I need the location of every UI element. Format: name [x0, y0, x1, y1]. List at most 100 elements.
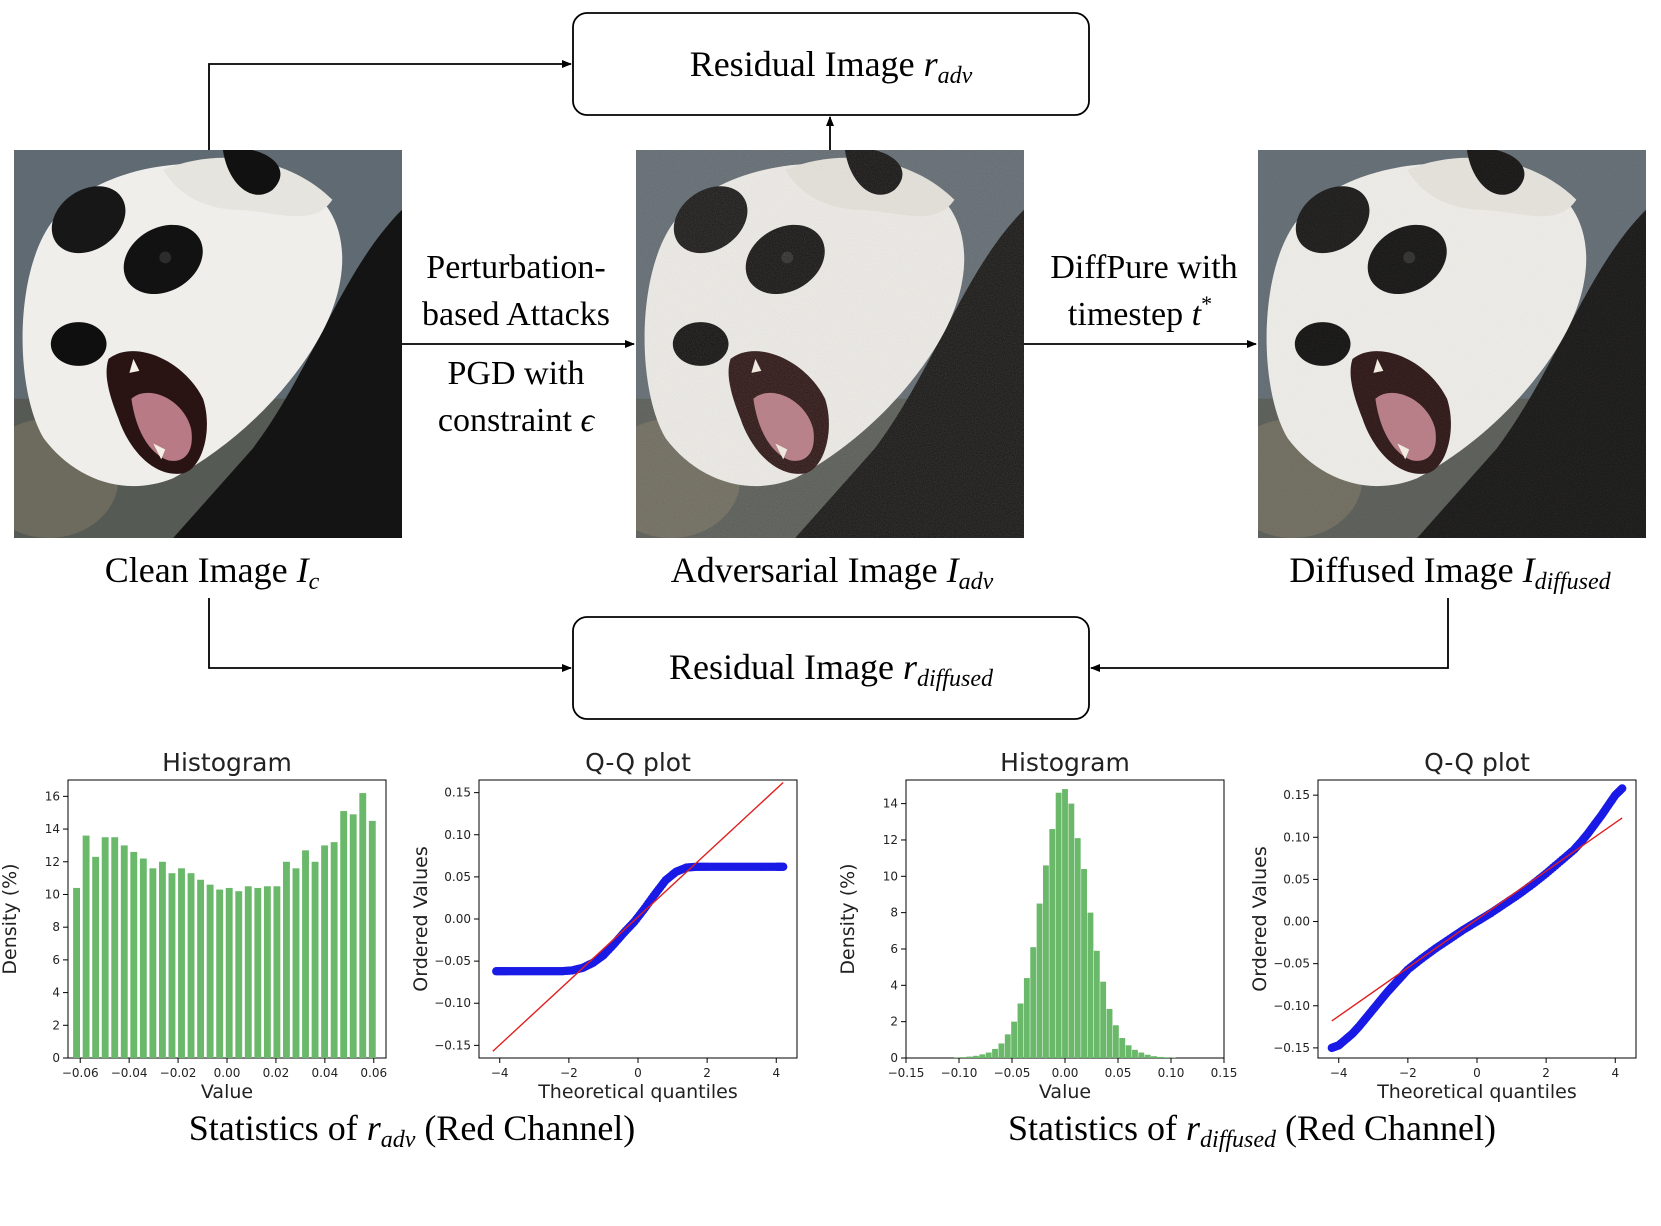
histogram-bar: [1107, 1009, 1113, 1058]
x-tick-label: −0.05: [994, 1066, 1031, 1080]
diffused-image-caption: Diffused Image Idiffused: [1289, 550, 1611, 595]
y-tick-label: −0.05: [1273, 957, 1310, 971]
histogram-bar: [1024, 978, 1030, 1058]
y-tick-label: −0.10: [1273, 999, 1310, 1013]
clean-image: [0, 148, 402, 538]
epsilon-symbol: ϵ: [580, 402, 595, 439]
histogram-bar: [1138, 1053, 1144, 1058]
x-tick-label: 0.04: [311, 1066, 338, 1080]
chart-title: Q-Q plot: [1424, 748, 1530, 777]
svg-text:constraint ϵ: constraint ϵ: [438, 402, 596, 439]
y-tick-label: 16: [45, 789, 60, 803]
y-axis-label: Ordered Values: [1249, 846, 1271, 991]
histogram-bar: [992, 1049, 998, 1058]
stats-diffused-prefix: Statistics of: [1008, 1108, 1186, 1148]
stats-adv-symbol: r: [367, 1108, 382, 1148]
histogram-bar: [273, 886, 280, 1058]
stats-diffused-suffix: (Red Channel): [1276, 1108, 1496, 1148]
histogram-bar: [149, 868, 156, 1058]
x-tick-label: −0.10: [941, 1066, 978, 1080]
x-tick-label: −0.04: [111, 1066, 148, 1080]
stats-adv-prefix: Statistics of: [189, 1108, 367, 1148]
stats-caption-adv: Statistics of radv (Red Channel): [189, 1108, 636, 1153]
y-tick-label: 4: [52, 986, 60, 1000]
histogram-bar: [1132, 1050, 1138, 1058]
y-tick-label: 0.05: [444, 870, 471, 884]
x-axis-label: Value: [201, 1081, 253, 1103]
x-tick-label: 0.06: [360, 1066, 387, 1080]
y-tick-label: 0: [890, 1051, 898, 1065]
y-tick-label: 0.00: [444, 912, 471, 926]
x-axis-label: Value: [1039, 1081, 1091, 1103]
y-tick-label: 0.00: [1283, 915, 1310, 929]
histogram-bar: [1126, 1045, 1132, 1058]
histogram-bar: [264, 886, 271, 1058]
histogram-bar: [245, 886, 252, 1058]
x-tick-label: 0.02: [263, 1066, 290, 1080]
histogram-bar: [1145, 1055, 1151, 1058]
residual-diffused-subscript: diffused: [917, 666, 994, 692]
y-tick-label: 6: [52, 953, 60, 967]
y-tick-label: 12: [883, 833, 898, 847]
attack-label-line3: PGD with: [448, 355, 585, 392]
x-tick-label: 2: [1542, 1066, 1550, 1080]
histogram-bar: [359, 793, 366, 1058]
y-tick-label: 0.10: [444, 828, 471, 842]
chart-title: Histogram: [1000, 748, 1130, 777]
histogram-bar: [83, 836, 90, 1058]
histogram-bar: [998, 1043, 1004, 1058]
x-tick-label: 0: [1473, 1066, 1481, 1080]
adv-caption-subscript: adv: [959, 569, 994, 595]
x-tick-label: 4: [1611, 1066, 1619, 1080]
residual-diffused-label: Residual Image: [669, 647, 903, 687]
histogram-bar: [226, 888, 233, 1058]
adv-caption-label: Adversarial Image: [671, 550, 947, 590]
histogram-bar: [321, 845, 328, 1058]
histogram-bar: [960, 1057, 966, 1058]
y-tick-label: −0.10: [434, 996, 471, 1010]
x-axis-label: Theoretical quantiles: [537, 1081, 738, 1103]
histogram-bar: [197, 880, 204, 1058]
y-tick-label: 4: [890, 978, 898, 992]
arrow-diffused-to-residual-diffused: [1091, 598, 1448, 668]
y-axis-label: Density (%): [0, 863, 21, 974]
x-tick-label: 2: [703, 1066, 711, 1080]
histogram-bar: [1062, 789, 1068, 1058]
histogram-bar: [293, 868, 300, 1058]
histogram-bar: [1151, 1056, 1157, 1058]
histogram-bar: [207, 885, 214, 1058]
histogram-bar: [1005, 1034, 1011, 1058]
histogram-bar: [1056, 793, 1062, 1058]
stats-adv-subscript: adv: [381, 1127, 416, 1153]
y-axis-label: Ordered Values: [410, 846, 432, 991]
y-tick-label: −0.15: [1273, 1041, 1310, 1055]
histogram-bar: [1068, 804, 1074, 1058]
histogram-bar: [102, 837, 109, 1058]
histogram-bar: [312, 862, 319, 1058]
y-tick-label: 0.15: [444, 786, 471, 800]
svg-text:timestep t*: timestep t*: [1068, 291, 1212, 333]
svg-text:Residual Image radv: Residual Image radv: [690, 44, 973, 89]
histogram-bar: [1157, 1057, 1163, 1058]
arrow-clean-to-residual-adv: [209, 64, 571, 150]
histogram-bar: [254, 888, 261, 1058]
histogram-bar: [1119, 1038, 1125, 1058]
chart-title: Q-Q plot: [585, 748, 691, 777]
chart-title: Histogram: [162, 748, 292, 777]
histogram-bar: [121, 845, 128, 1058]
histogram-bar: [140, 858, 147, 1058]
residual-diffused-symbol: r: [903, 647, 918, 687]
qq-plot-adv: Q-Q plot Theoretical quantiles Ordered Val…: [410, 748, 797, 1103]
histogram-bar: [1088, 913, 1094, 1058]
y-axis-label: Density (%): [837, 863, 859, 974]
diffused-image: [1223, 148, 1646, 538]
qq-point: [779, 863, 787, 871]
histogram-bar: [235, 891, 242, 1058]
histogram-bar: [340, 811, 347, 1058]
residual-adv-box: Residual Image radv: [573, 13, 1089, 115]
histogram-bar: [979, 1054, 985, 1058]
qq-point: [1618, 784, 1626, 792]
y-tick-label: 8: [52, 920, 60, 934]
histogram-bar: [1043, 865, 1049, 1058]
